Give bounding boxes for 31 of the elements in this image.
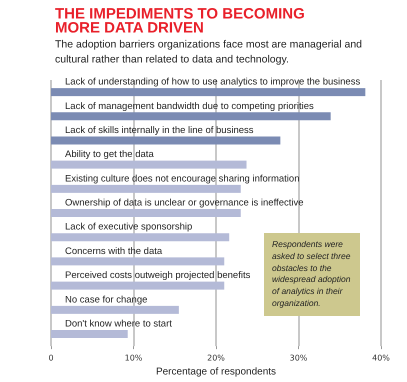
x-tick-label: 40% xyxy=(372,354,390,363)
bar xyxy=(51,112,331,120)
x-tick-label: 30% xyxy=(290,354,308,363)
y-tick-label: Perceived costs outweigh projected benefits xyxy=(65,270,251,282)
bar xyxy=(51,136,280,144)
y-tick-label: Ability to get the data xyxy=(65,149,154,160)
x-tick-label: 10% xyxy=(124,354,143,363)
y-tick-label: Lack of executive sponsorship xyxy=(65,222,192,233)
bar xyxy=(51,184,241,193)
note-box: Respondents were asked to select three obstacles to the widespread adoption of analytics in their organization. xyxy=(264,233,360,316)
bar xyxy=(51,257,224,266)
y-tick-label: Ownership of data is unclear or governance is ineffective xyxy=(65,198,304,209)
x-tick-label: 20% xyxy=(207,354,226,363)
chart-subtitle: The adoption barriers organizations face most are managerial and cultural rather than related to data and technology. xyxy=(55,38,362,66)
y-tick-label: Lack of understanding of how to use analytics to improve the business xyxy=(65,76,360,88)
bar xyxy=(51,282,224,290)
y-tick-label: Lack of management bandwidth due to competing priorities xyxy=(65,100,314,112)
y-tick-label: Concerns with the data xyxy=(65,246,163,257)
bar xyxy=(51,306,179,314)
x-axis-title: Percentage of respondents xyxy=(156,366,276,378)
y-tick-label: Existing culture does not encourage sharing information xyxy=(65,173,300,184)
bar xyxy=(51,88,366,96)
y-tick-label: Lack of skills internally in the line of business xyxy=(65,124,254,136)
bar xyxy=(51,233,230,242)
chart-title: THE IMPEDIMENTS TO BECOMING MORE DATA DRIVEN xyxy=(55,6,305,36)
bar xyxy=(51,330,128,338)
bar xyxy=(51,209,241,218)
x-tick-label: 0 xyxy=(48,354,54,363)
y-tick-label: Don't know where to start xyxy=(65,318,172,330)
y-tick-label: No case for change xyxy=(65,294,148,306)
bar xyxy=(51,160,247,169)
